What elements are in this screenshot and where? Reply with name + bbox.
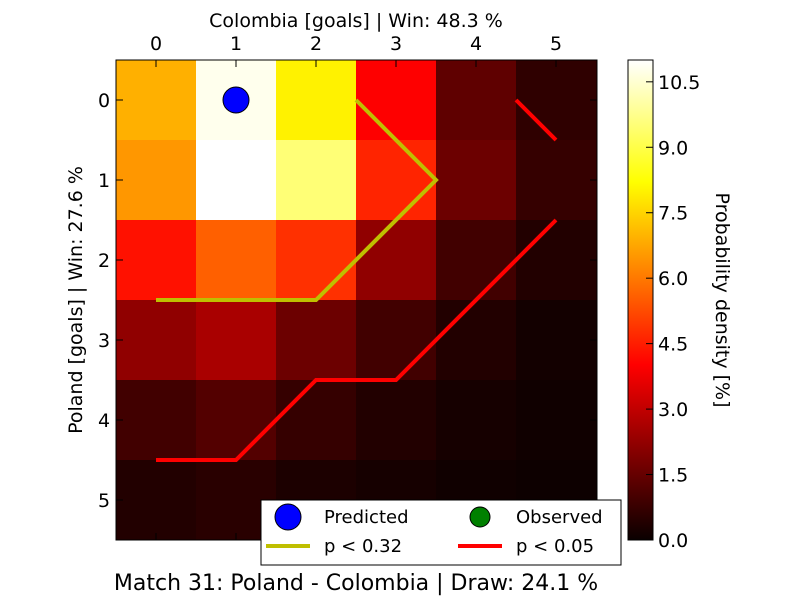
x-tick-label: 5 [550,33,562,55]
heatmap-cell [436,300,517,381]
legend: Predicted Observed p < 0.32 p < 0.05 [260,499,622,566]
heatmap-cell [436,380,517,461]
colorbar-tick-label: 0.0 [658,530,688,552]
heatmap-cell [516,300,597,381]
y-tick-label: 1 [98,170,110,192]
heatmap-cell [356,140,437,221]
x-tick-label: 0 [150,33,162,55]
heatmap-cell [276,380,357,461]
heatmap-cell [516,220,597,301]
y-tick-label: 0 [98,90,110,112]
heatmap-cell [116,380,197,461]
heatmap-cell [196,300,277,381]
legend-marker [469,506,491,528]
colorbar: 0.0 1.5 3.0 4.5 6.0 7.5 9.0 10.5 Probability de… [627,59,733,552]
contour-line [156,98,439,302]
colorbar-label: Probability density [%] [711,192,733,407]
heatmap-cell [436,140,517,221]
x-tick-label: 3 [390,33,402,55]
heatmap-cell [276,140,357,221]
predicted-marker [222,86,250,114]
heatmap-cell [356,300,437,381]
heatmap-cell [116,460,197,541]
heatmap-cell [356,60,437,141]
legend-marker [274,503,302,531]
colorbar-tick-label: 3.0 [658,399,688,421]
heatmap-cell [116,60,197,141]
x-tick-label: 2 [310,33,322,55]
y-axis: 0 1 2 3 4 5 [98,90,597,512]
legend-label: Observed [516,507,603,528]
colorbar-gradient [627,59,654,541]
heatmap-cell [116,220,197,301]
colorbar-tick-label: 4.5 [658,334,688,356]
heatmap-cell [356,380,437,461]
legend-label: p < 0.05 [516,536,594,557]
heatmap-cell [196,220,277,301]
colorbar-tick-label: 7.5 [658,203,688,225]
chart-title: Match 31: Poland - Colombia | Draw: 24.1… [114,571,598,596]
heatmap-cell [196,380,277,461]
legend-label: p < 0.32 [324,536,402,557]
colorbar-tick-label: 1.5 [658,465,688,487]
y-tick-label: 4 [98,410,110,432]
contour-line [514,98,558,142]
heatmap-cell [516,60,597,141]
legend-box [260,499,622,566]
heatmap-cell [436,220,517,301]
contour-lines [156,98,558,462]
x-tick-label: 4 [470,33,482,55]
heatmap-cell [116,140,197,221]
x-axis-label: Colombia [goals] | Win: 48.3 % [209,10,503,32]
colorbar-tick-label: 6.0 [658,268,688,290]
legend-label: Predicted [324,507,409,528]
colorbar-tick-label: 10.5 [658,72,700,94]
heatmap-cell [516,140,597,221]
heatmap-cell [276,300,357,381]
heatmap-cell [356,220,437,301]
colorbar-ticks: 0.0 1.5 3.0 4.5 6.0 7.5 9.0 10.5 [646,72,700,552]
x-axis: 0 1 2 3 4 5 [150,33,562,540]
contour-line [156,218,558,462]
markers [222,86,250,114]
y-tick-label: 2 [98,250,110,272]
y-tick-label: 3 [98,330,110,352]
x-tick-label: 1 [230,33,242,55]
heatmap-cell [276,60,357,141]
heatmap-cells [116,60,597,541]
y-tick-label: 5 [98,490,110,512]
heatmap-cell [436,60,517,141]
y-axis-label: Poland [goals] | Win: 27.6 % [65,166,87,434]
colorbar-tick-label: 9.0 [658,137,688,159]
heatmap-cell [116,300,197,381]
heatmap-cell [196,140,277,221]
heatmap-cell [276,220,357,301]
heatmap-cell [516,380,597,461]
